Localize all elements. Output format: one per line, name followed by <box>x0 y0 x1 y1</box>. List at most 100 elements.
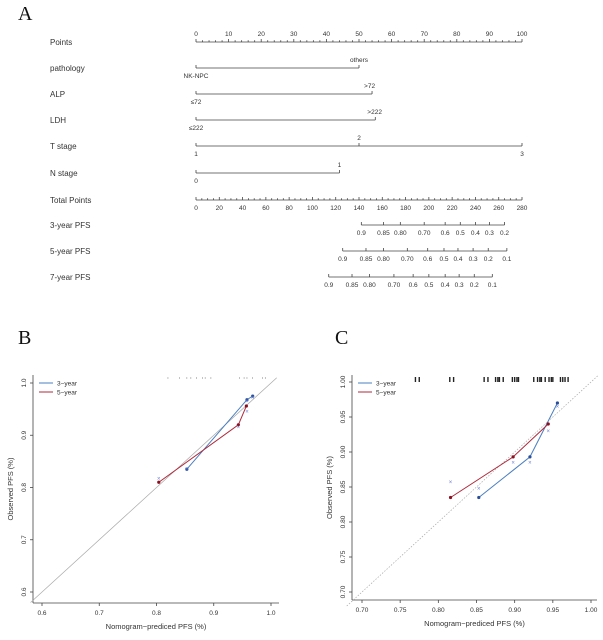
pfs-tick-label: 0.9 <box>324 282 333 289</box>
pfs-tick-label: 0.2 <box>500 230 509 237</box>
reference-diagonal-line <box>346 374 599 607</box>
level-label: 1 <box>338 162 342 169</box>
row-label-n-stage: N stage <box>50 169 78 178</box>
level-label: >222 <box>367 109 382 116</box>
y-tick-label: 0.85 <box>340 480 347 493</box>
calibration-line-3-year <box>186 395 253 470</box>
bias-corrected-marker: × <box>546 429 550 435</box>
pfs-tick-label: 0.6 <box>441 230 450 237</box>
total-points-tick-label: 240 <box>470 205 481 212</box>
panel-label-c: C <box>335 327 348 349</box>
pfs-tick-label: 0.85 <box>377 230 390 237</box>
total-points-tick-label: 260 <box>493 205 504 212</box>
observed-point <box>244 404 248 408</box>
total-points-tick-label: 20 <box>216 205 224 212</box>
total-points-tick-label: 100 <box>307 205 318 212</box>
pfs-tick-label: 0.70 <box>401 256 414 263</box>
pfs-tick-label: 0.80 <box>394 230 407 237</box>
y-tick-label: 1.0 <box>21 378 28 387</box>
y-axis-title: Observed PFS (%) <box>6 457 15 520</box>
pfs-tick-label: 0.5 <box>424 282 433 289</box>
pfs-tick-label: 0.9 <box>338 256 347 263</box>
level-label: 0 <box>194 178 198 185</box>
pfs-tick-label: 0.2 <box>484 256 493 263</box>
pfs-tick-label: 0.85 <box>360 256 373 263</box>
x-tick-label: 0.7 <box>95 610 104 617</box>
pfs-tick-label: 0.9 <box>357 230 366 237</box>
x-axis-title: Nomogram−prediced PFS (%) <box>106 622 207 631</box>
reference-diagonal-line <box>30 377 277 603</box>
pfs-tick-label: 0.6 <box>423 256 432 263</box>
y-tick-label: 0.9 <box>21 430 28 439</box>
points-tick-label: 70 <box>421 31 429 38</box>
legend-label: 3−year <box>376 381 397 388</box>
observed-point <box>477 495 481 500</box>
observed-point <box>448 495 453 500</box>
points-tick-label: 40 <box>323 31 331 38</box>
level-label: >72 <box>364 83 375 90</box>
points-tick-label: 30 <box>290 31 298 38</box>
points-tick-label: 60 <box>388 31 396 38</box>
pfs-tick-label: 0.4 <box>453 256 462 263</box>
total-points-tick-label: 280 <box>517 205 528 212</box>
row-label-pfs: 5-year PFS <box>50 247 90 256</box>
x-tick-label: 0.75 <box>394 607 407 614</box>
y-tick-label: 0.90 <box>340 445 347 458</box>
pfs-tick-label: 0.85 <box>346 282 359 289</box>
observed-point <box>157 480 161 484</box>
observed-point <box>251 394 255 398</box>
legend-label: 3−year <box>57 381 78 388</box>
bias-corrected-marker: × <box>245 399 249 405</box>
y-axis-title: Observed PFS (%) <box>325 456 334 519</box>
pfs-tick-label: 0.70 <box>418 230 431 237</box>
observed-point <box>528 455 532 459</box>
level-label: 3 <box>520 151 524 158</box>
pfs-tick-label: 0.5 <box>456 230 465 237</box>
level-label: ≤72 <box>191 99 202 106</box>
x-tick-label: 0.85 <box>470 607 483 614</box>
y-tick-label: 1.00 <box>340 375 347 388</box>
pfs-tick-label: 0.1 <box>502 256 511 263</box>
pfs-tick-label: 0.5 <box>439 256 448 263</box>
y-tick-label: 0.75 <box>340 550 347 563</box>
observed-point <box>245 398 249 402</box>
level-label: ≤222 <box>189 125 204 132</box>
x-tick-label: 1.00 <box>585 607 598 614</box>
pfs-tick-label: 0.80 <box>363 282 376 289</box>
observed-point <box>511 455 515 459</box>
row-label-ldh: LDH <box>50 116 66 125</box>
row-label-total-points: Total Points <box>50 196 91 205</box>
y-tick-label: 0.8 <box>21 483 28 492</box>
pfs-tick-label: 0.3 <box>469 256 478 263</box>
bias-corrected-marker: × <box>449 480 453 486</box>
level-label: 1 <box>194 151 198 158</box>
pfs-tick-label: 0.3 <box>485 230 494 237</box>
bias-corrected-marker: × <box>237 425 241 431</box>
pfs-tick-label: 0.4 <box>471 230 480 237</box>
bias-corrected-marker: × <box>251 396 255 402</box>
total-points-tick-label: 160 <box>377 205 388 212</box>
y-tick-label: 0.6 <box>21 587 28 596</box>
observed-point <box>555 401 560 405</box>
x-tick-label: 0.70 <box>356 607 369 614</box>
total-points-tick-label: 120 <box>330 205 341 212</box>
observed-point <box>546 422 550 426</box>
row-label-pathology: pathology <box>50 64 85 73</box>
total-points-tick-label: 220 <box>447 205 458 212</box>
pfs-tick-label: 0.70 <box>388 282 401 289</box>
bias-corrected-marker: × <box>477 486 481 492</box>
x-tick-label: 0.80 <box>432 607 445 614</box>
x-tick-label: 0.90 <box>508 607 521 614</box>
points-tick-label: 10 <box>225 31 233 38</box>
y-tick-label: 0.7 <box>21 535 28 544</box>
x-tick-label: 0.8 <box>152 610 161 617</box>
level-label: others <box>350 57 369 64</box>
pfs-tick-label: 0.6 <box>409 282 418 289</box>
points-tick-label: 20 <box>258 31 266 38</box>
y-tick-label: 0.80 <box>340 515 347 528</box>
row-label-t-stage: T stage <box>50 142 77 151</box>
points-tick-label: 0 <box>194 31 198 38</box>
pfs-tick-label: 0.1 <box>488 282 497 289</box>
panel-label-a: A <box>18 3 33 25</box>
x-axis-title: Nomogram−prediced PFS (%) <box>424 619 525 628</box>
